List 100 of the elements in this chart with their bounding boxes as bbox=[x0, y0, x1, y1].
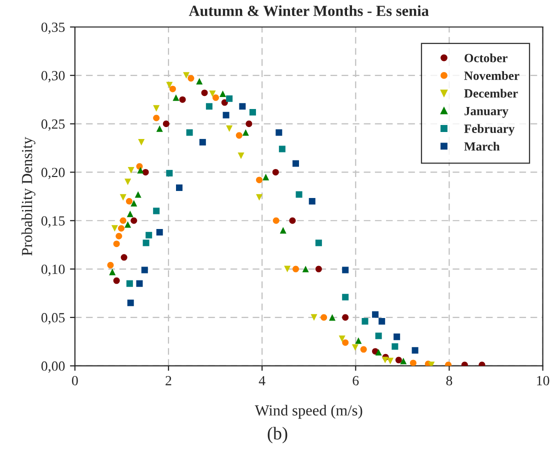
chart-title: Autumn & Winter Months - Es senia bbox=[188, 5, 429, 16]
y-axis-title: Probability Density bbox=[21, 136, 36, 256]
point bbox=[289, 217, 296, 224]
y-tick-label: 0,05 bbox=[41, 313, 65, 324]
point bbox=[166, 82, 173, 88]
point bbox=[280, 227, 286, 234]
point bbox=[183, 72, 190, 79]
point bbox=[338, 335, 346, 342]
point bbox=[375, 349, 382, 356]
point bbox=[352, 344, 358, 351]
point bbox=[410, 360, 416, 366]
point bbox=[127, 300, 134, 306]
point bbox=[387, 358, 394, 364]
point bbox=[209, 90, 216, 98]
point bbox=[124, 178, 132, 186]
point bbox=[186, 129, 193, 136]
x-tick-label: 2 bbox=[166, 376, 172, 386]
y-tick-label: 0,10 bbox=[41, 264, 65, 276]
y-tick-label: 0,35 bbox=[41, 22, 65, 34]
point bbox=[292, 266, 300, 272]
point bbox=[116, 232, 122, 240]
point bbox=[238, 152, 244, 160]
point bbox=[342, 314, 349, 321]
point bbox=[328, 314, 336, 321]
point bbox=[120, 194, 126, 201]
point bbox=[220, 90, 226, 98]
x-tick-label: 4 bbox=[258, 376, 266, 386]
point bbox=[118, 225, 124, 232]
point bbox=[196, 78, 203, 84]
point bbox=[199, 138, 206, 146]
point bbox=[128, 167, 134, 174]
point bbox=[308, 198, 316, 205]
legend-label: December bbox=[464, 88, 518, 98]
legend-label: January bbox=[464, 106, 508, 118]
point bbox=[172, 94, 180, 101]
point bbox=[156, 125, 163, 132]
point bbox=[392, 343, 398, 350]
point bbox=[142, 168, 149, 176]
point bbox=[126, 198, 132, 205]
point bbox=[146, 232, 152, 238]
point bbox=[375, 332, 382, 340]
point bbox=[296, 191, 302, 198]
point bbox=[226, 95, 233, 102]
point bbox=[394, 334, 400, 340]
point bbox=[153, 114, 160, 122]
point bbox=[362, 318, 368, 325]
point bbox=[412, 347, 418, 354]
point bbox=[124, 221, 132, 228]
y-tick-label: 0,15 bbox=[41, 216, 65, 228]
x-tick-label: 0 bbox=[72, 376, 78, 386]
point bbox=[120, 254, 128, 261]
point bbox=[272, 217, 280, 224]
point bbox=[249, 108, 256, 116]
point bbox=[342, 266, 349, 274]
point bbox=[320, 314, 328, 321]
point bbox=[169, 86, 176, 92]
point bbox=[284, 266, 291, 272]
point bbox=[212, 94, 220, 101]
point bbox=[162, 120, 170, 128]
point bbox=[126, 210, 134, 218]
point bbox=[310, 314, 318, 321]
point bbox=[141, 266, 148, 274]
point bbox=[109, 268, 116, 276]
x-tick-label: 10 bbox=[537, 376, 550, 386]
point bbox=[342, 294, 349, 300]
point bbox=[137, 167, 144, 174]
point bbox=[201, 90, 208, 96]
point bbox=[113, 240, 120, 248]
point bbox=[256, 176, 263, 184]
point bbox=[276, 129, 282, 136]
y-tick-label: 0,20 bbox=[41, 168, 65, 180]
y-tick-label: 0,00 bbox=[41, 361, 65, 373]
legend-label: November bbox=[464, 71, 520, 80]
point bbox=[236, 132, 242, 139]
legend-label: March bbox=[464, 142, 500, 151]
point bbox=[179, 96, 186, 103]
point bbox=[130, 217, 138, 224]
point bbox=[222, 112, 230, 118]
point bbox=[400, 358, 407, 364]
point bbox=[315, 266, 322, 272]
point bbox=[378, 318, 386, 325]
point bbox=[292, 160, 300, 167]
x-axis-title: Wind speed (m/s) bbox=[254, 404, 362, 419]
point bbox=[239, 103, 246, 110]
point bbox=[113, 277, 120, 284]
point bbox=[226, 125, 233, 132]
point bbox=[372, 311, 379, 318]
y-tick-label: 0,30 bbox=[41, 70, 65, 82]
x-tick-label: 8 bbox=[446, 376, 452, 386]
point bbox=[153, 105, 160, 112]
point bbox=[342, 339, 349, 346]
point bbox=[153, 208, 160, 214]
point bbox=[242, 129, 249, 136]
point bbox=[395, 356, 402, 364]
point bbox=[355, 337, 362, 344]
point bbox=[176, 184, 183, 191]
point bbox=[206, 103, 212, 110]
point bbox=[188, 75, 194, 82]
x-tick-label: 6 bbox=[352, 376, 359, 386]
point bbox=[246, 120, 252, 128]
